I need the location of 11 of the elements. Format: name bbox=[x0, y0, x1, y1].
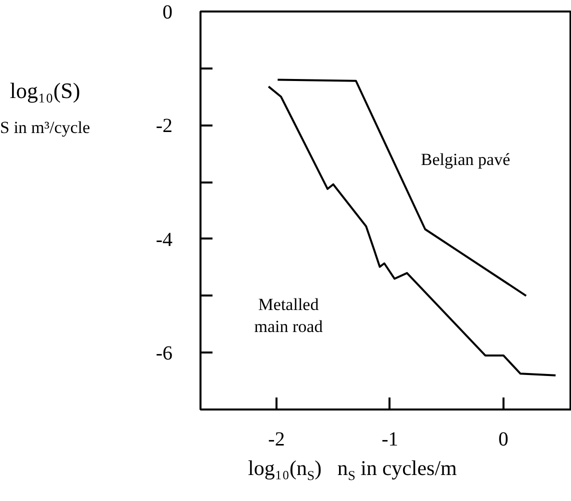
y-axis-title: log₁₀(S) S in m³/cycle bbox=[0, 77, 90, 140]
y-tick-label: -4 bbox=[156, 228, 173, 251]
y-tick-label: -2 bbox=[156, 115, 173, 138]
x-tick-label: -1 bbox=[382, 428, 398, 450]
y-tick-label: -6 bbox=[156, 342, 173, 365]
x-axis-title: log₁₀(n$_{S}$) n$_{S}$ in cycles/m bbox=[247, 455, 457, 486]
annotation: Belgian pavé bbox=[420, 150, 510, 169]
x-tick-label: -2 bbox=[268, 428, 285, 450]
y-tick-label: 0 bbox=[162, 2, 172, 24]
annotation: Metalled main road bbox=[254, 295, 324, 336]
x-tick-label: 0 bbox=[498, 428, 508, 450]
